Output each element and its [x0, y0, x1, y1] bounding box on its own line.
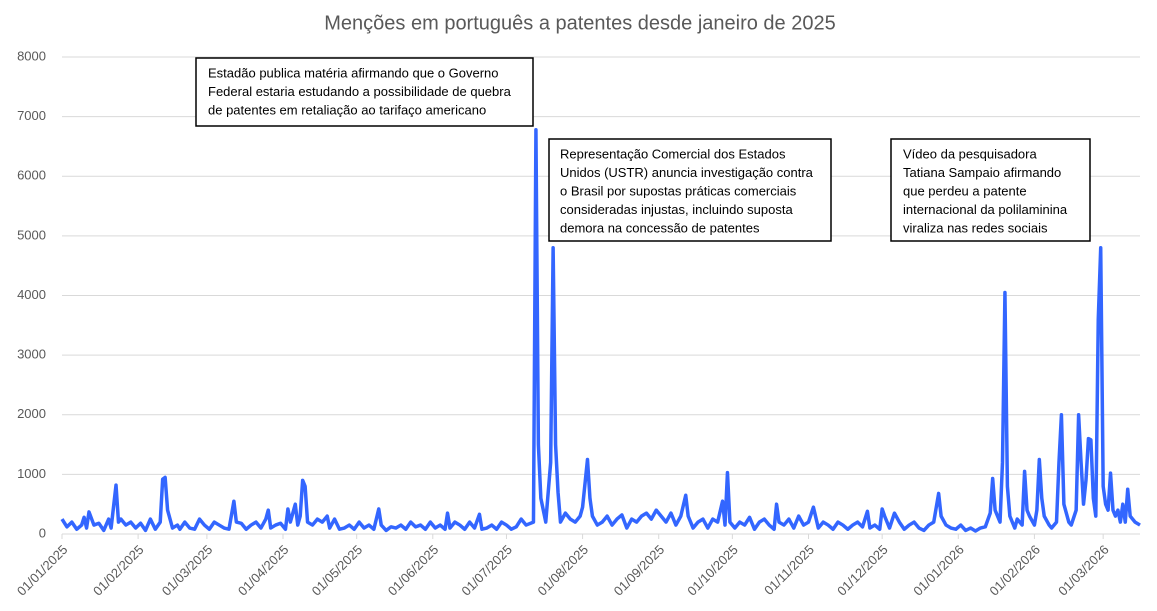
x-tick-label: 01/11/2025 [761, 542, 817, 598]
x-tick-label: 01/07/2025 [458, 542, 515, 599]
annotation-text: internacional da polilaminina [903, 202, 1068, 217]
annotation-text: de patentes em retaliação ao tarifaço am… [208, 102, 486, 117]
y-tick-label: 7000 [17, 108, 46, 123]
chart-title: Menções em português a patentes desde ja… [324, 12, 835, 34]
x-tick-label: 01/12/2025 [834, 542, 891, 599]
annotation-text: demora na concessão de patentes [560, 220, 760, 235]
x-tick-label: 01/03/2026 [1055, 542, 1112, 599]
annotation-text: Tatiana Sampaio afirmando [903, 165, 1061, 180]
y-tick-label: 6000 [17, 168, 46, 183]
annotation-text: Federal estaria estudando a possibilidad… [208, 84, 512, 99]
x-tick-label: 01/05/2025 [309, 542, 366, 599]
annotation-text: consideradas injustas, incluindo suposta [560, 202, 793, 217]
x-tick-label: 01/09/2025 [611, 542, 668, 599]
annotation-text: o Brasil por supostas práticas comerciai… [560, 183, 797, 198]
annotation-box [548, 138, 832, 242]
annotation-text: Vídeo da pesquisadora [903, 146, 1037, 161]
annotation-text: Unidos (USTR) anuncia investigação contr… [560, 165, 814, 180]
annotation-box [195, 57, 534, 127]
x-tick-label: 01/01/2025 [14, 542, 71, 599]
y-tick-label: 8000 [17, 48, 46, 63]
x-tick-label: 01/08/2025 [535, 542, 592, 599]
x-tick-label: 01/01/2026 [910, 542, 967, 599]
annotation-box [890, 138, 1091, 242]
y-tick-label: 3000 [17, 347, 46, 362]
x-tick-label: 01/02/2025 [90, 542, 147, 599]
y-tick-label: 1000 [17, 466, 46, 481]
x-tick-label: 01/02/2026 [986, 542, 1043, 599]
x-tick-label: 01/03/2025 [159, 542, 216, 599]
y-tick-label: 5000 [17, 227, 46, 242]
y-tick-label: 2000 [17, 406, 46, 421]
annotation-text: Representação Comercial dos Estados [560, 146, 786, 161]
y-tick-label: 4000 [17, 287, 46, 302]
x-tick-label: 01/04/2025 [235, 542, 292, 599]
x-tick-label: 01/06/2025 [385, 542, 442, 599]
annotation-text: Estadão publica matéria afirmando que o … [208, 65, 499, 80]
annotation-text: que perdeu a patente [903, 183, 1027, 198]
x-tick-label: 01/10/2025 [684, 542, 741, 599]
y-tick-label: 0 [39, 525, 46, 540]
annotation-text: viraliza nas redes sociais [903, 220, 1048, 235]
data-line [60, 127, 1141, 533]
